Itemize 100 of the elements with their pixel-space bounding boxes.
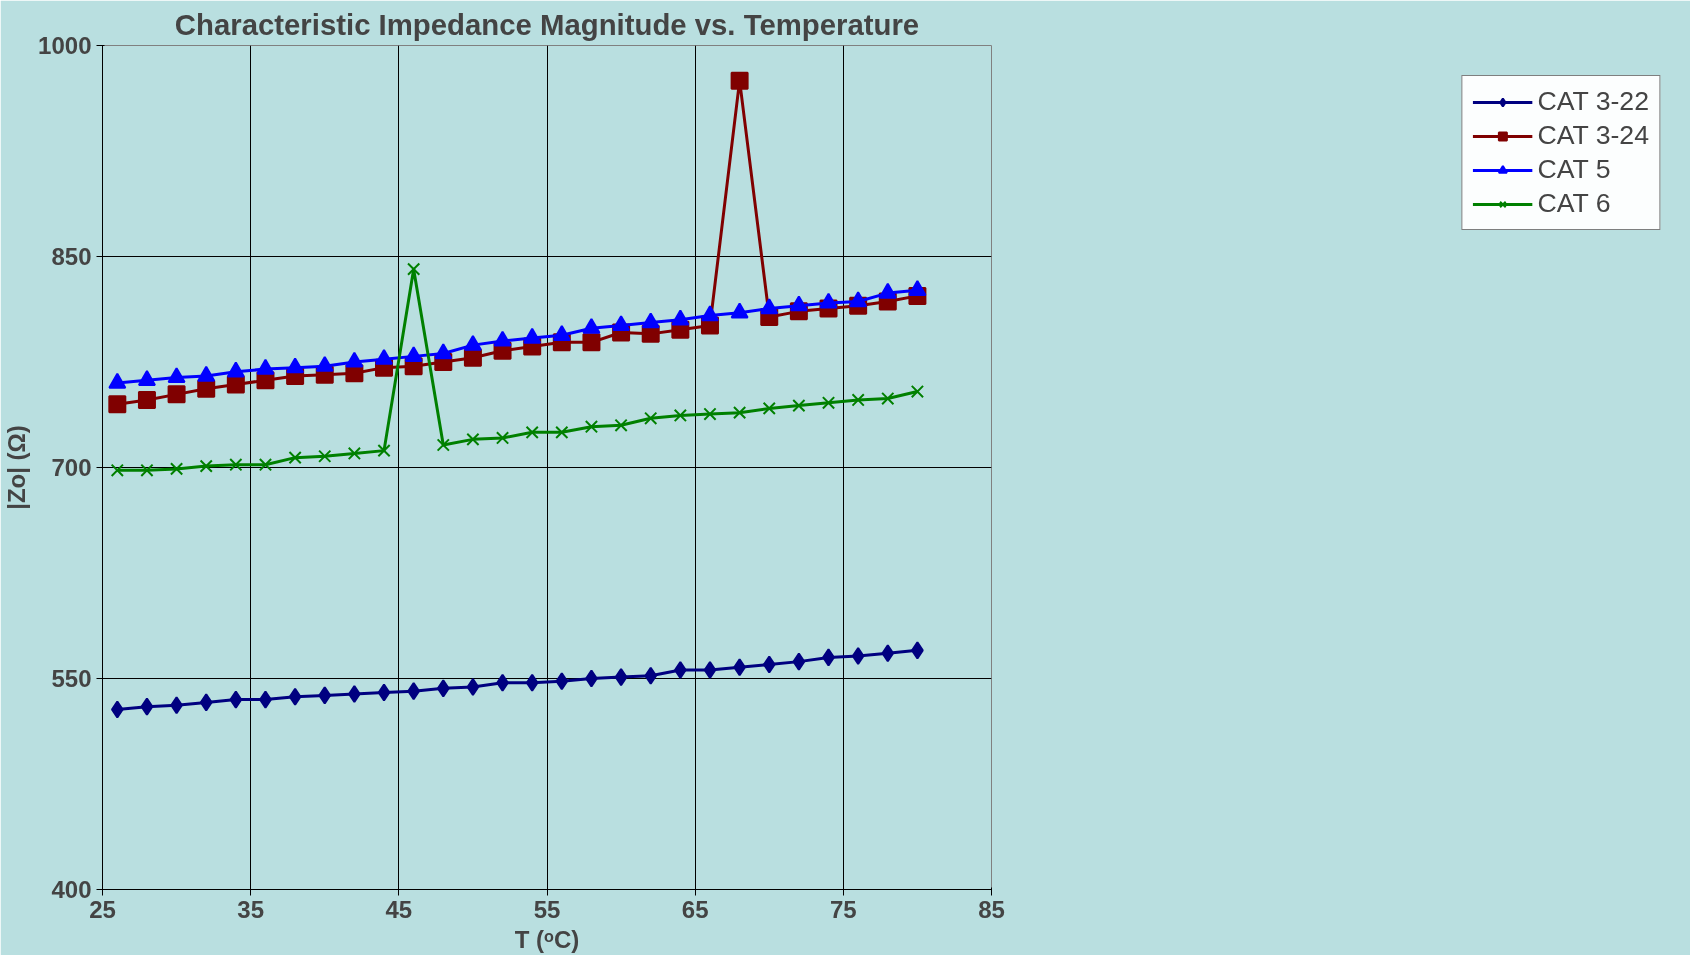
point xyxy=(256,358,275,375)
point xyxy=(523,327,542,344)
legend-label: CAT 3-24 xyxy=(1537,120,1649,151)
point xyxy=(377,443,391,458)
point xyxy=(910,384,925,399)
point xyxy=(436,438,450,452)
point xyxy=(789,295,808,312)
y-tick-label: 700 xyxy=(51,454,92,481)
point xyxy=(555,425,569,439)
point xyxy=(730,302,749,319)
x-axis-title: T (ᵒC) xyxy=(514,925,580,953)
x-tick-label: 55 xyxy=(533,895,561,923)
point xyxy=(375,348,394,365)
point xyxy=(703,407,717,421)
point xyxy=(258,458,273,472)
point xyxy=(641,312,660,329)
point xyxy=(851,393,865,407)
point xyxy=(167,385,186,404)
point xyxy=(582,318,601,334)
point xyxy=(197,365,216,382)
point xyxy=(908,280,927,296)
point xyxy=(140,697,154,716)
point xyxy=(582,333,601,352)
point xyxy=(377,683,391,702)
point xyxy=(614,418,628,432)
point xyxy=(760,298,779,315)
point xyxy=(466,677,480,696)
point xyxy=(167,367,186,384)
legend-label: CAT 6 xyxy=(1537,188,1611,219)
point xyxy=(406,262,421,276)
point xyxy=(345,351,364,368)
point xyxy=(612,315,631,332)
point xyxy=(732,405,747,420)
point xyxy=(199,459,213,473)
point xyxy=(881,391,895,406)
legend-label: CAT 3-22 xyxy=(1537,86,1649,117)
point xyxy=(318,449,332,463)
point xyxy=(792,652,806,671)
point xyxy=(792,398,806,413)
point xyxy=(762,401,776,416)
point xyxy=(288,687,302,706)
point xyxy=(137,390,156,409)
point xyxy=(199,693,213,712)
x-tick-label: 25 xyxy=(89,895,116,923)
point xyxy=(762,655,776,674)
x-tick-label: 45 xyxy=(385,895,413,923)
x-tick-label: 65 xyxy=(681,895,709,923)
point xyxy=(552,325,571,341)
x-tick-label: 85 xyxy=(978,895,1005,923)
point xyxy=(108,372,127,389)
point xyxy=(466,432,480,447)
point xyxy=(673,408,688,423)
point xyxy=(108,395,127,414)
x-tick-label: 35 xyxy=(237,895,265,923)
point xyxy=(881,644,895,663)
point xyxy=(110,463,124,477)
point xyxy=(140,463,154,477)
point xyxy=(226,375,245,394)
point xyxy=(197,379,216,398)
point xyxy=(644,666,658,685)
point xyxy=(318,686,332,705)
point xyxy=(584,420,599,434)
point xyxy=(493,330,512,347)
point xyxy=(849,291,868,308)
point xyxy=(463,334,482,351)
point xyxy=(851,646,865,665)
point xyxy=(288,451,302,465)
point xyxy=(110,700,124,719)
point xyxy=(614,668,628,687)
y-tick-label: 1000 xyxy=(38,32,92,59)
y-axis-title: |Zo| (Ω) xyxy=(3,425,31,510)
point xyxy=(347,446,362,461)
point xyxy=(700,305,719,322)
point xyxy=(525,425,539,439)
point xyxy=(463,348,482,367)
point xyxy=(169,462,184,476)
point xyxy=(436,679,450,698)
point xyxy=(286,357,305,374)
point xyxy=(555,672,569,691)
x-tick-label: 75 xyxy=(829,895,857,923)
point xyxy=(525,673,539,692)
point xyxy=(644,411,658,425)
point xyxy=(229,458,243,472)
point xyxy=(137,370,156,386)
point xyxy=(821,396,836,410)
point xyxy=(819,292,838,309)
y-tick-label: 550 xyxy=(51,665,92,692)
y-tick-label: 850 xyxy=(51,243,92,270)
point xyxy=(878,282,897,299)
point xyxy=(730,71,749,90)
legend-label: CAT 5 xyxy=(1537,154,1611,185)
point xyxy=(315,355,334,372)
y-tick-label: 400 xyxy=(51,876,92,903)
chart-title: Characteristic Impedance Magnitude vs. Temperature xyxy=(174,7,920,41)
point xyxy=(229,690,243,709)
point xyxy=(404,346,423,362)
point xyxy=(495,431,510,445)
point xyxy=(226,361,245,378)
point xyxy=(671,309,690,326)
point xyxy=(434,343,453,360)
